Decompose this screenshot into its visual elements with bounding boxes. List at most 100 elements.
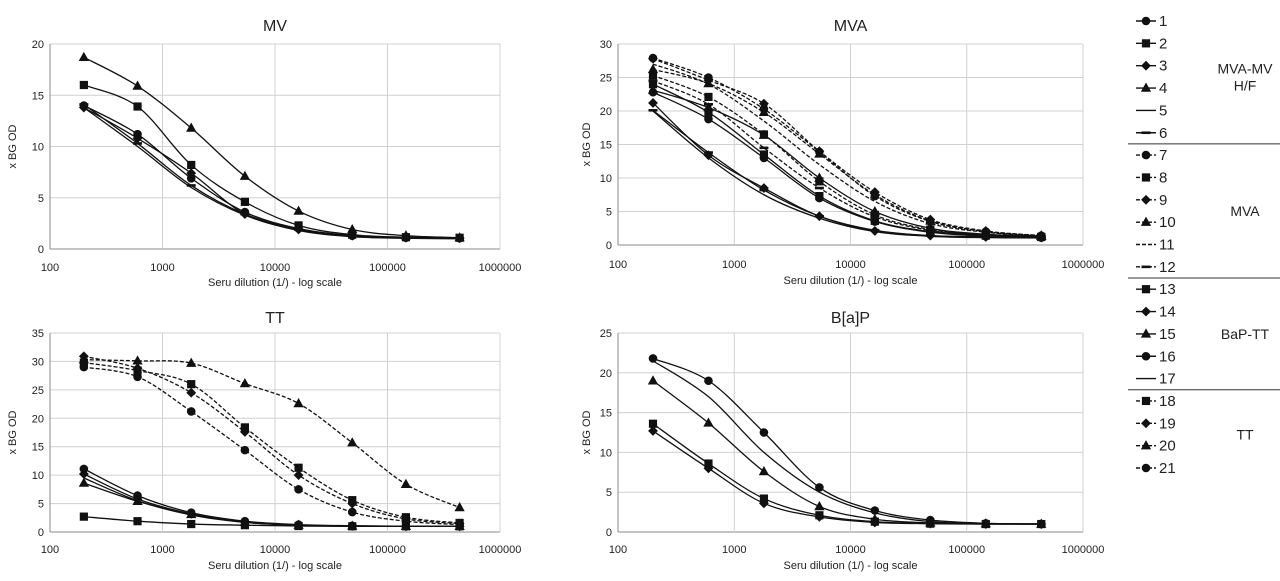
legend-item-1: 1 [1136, 13, 1167, 30]
legend-label: 1 [1159, 13, 1167, 30]
legend-group-label: MVA-MV [1218, 60, 1274, 76]
y-tick-label: 0 [38, 527, 44, 539]
legend-item-20: 20 [1136, 438, 1176, 455]
series-line-6 [652, 109, 1042, 239]
legend-item-8: 8 [1136, 169, 1167, 186]
x-tick-label: 1000 [150, 262, 174, 274]
y-tick-label: 5 [38, 499, 44, 511]
data-point [293, 205, 304, 215]
data-point [186, 168, 197, 179]
series-line-5 [652, 110, 1042, 239]
data-point [870, 210, 879, 219]
x-tick-label: 100 [609, 259, 627, 271]
series-line-9 [652, 58, 1042, 237]
x-tick-label: 1000 [722, 259, 746, 271]
x-tick-label: 1000000 [479, 544, 522, 556]
data-point [240, 516, 250, 526]
data-point [400, 478, 412, 488]
chart-panel-3: 0 5 10 15 20 25 30 35 100 1000 10000 100000 1000000 T… [7, 310, 521, 572]
chart-panel-2: 0 5 10 15 20 25 30 100 1000 10000 100000 1000000 MVA… [581, 18, 1104, 287]
series-line-13 [652, 423, 1042, 525]
data-point [759, 428, 769, 437]
data-point [814, 148, 825, 158]
legend-marker [1141, 463, 1151, 473]
data-point [347, 507, 357, 517]
legend-label: 2 [1159, 35, 1167, 52]
series-11 [652, 63, 1042, 237]
data-point [815, 191, 824, 201]
data-point [815, 483, 824, 492]
y-tick-label: 10 [600, 447, 612, 459]
data-point [79, 362, 89, 372]
data-point [815, 177, 824, 186]
series-line-2 [652, 83, 1042, 238]
y-tick-label: 0 [606, 527, 612, 539]
x-tick-label: 10000 [260, 544, 291, 556]
legend-marker [1141, 194, 1151, 205]
series-line-3 [83, 106, 460, 239]
data-point [648, 354, 658, 363]
series-17 [652, 360, 1042, 525]
x-tick-label: 1000 [722, 544, 746, 556]
x-tick-label: 1000000 [1062, 544, 1105, 556]
y-tick-label: 25 [600, 328, 612, 340]
y-tick-label: 20 [600, 106, 612, 118]
data-point [869, 189, 881, 199]
y-tick-label: 20 [32, 39, 44, 51]
series-line-21 [83, 366, 460, 526]
legend-group-label: TT [1236, 426, 1254, 442]
chart-title: MV [263, 18, 287, 35]
data-point [703, 463, 714, 474]
data-point [347, 223, 358, 234]
x-tick-label: 100000 [948, 544, 985, 556]
data-point [133, 372, 142, 382]
data-point [648, 53, 658, 64]
y-tick-label: 10 [32, 470, 44, 482]
data-point [78, 477, 90, 487]
legend-label: 4 [1159, 80, 1167, 97]
y-tick-label: 15 [600, 408, 612, 420]
legend-group-label: BaP-TT [1221, 326, 1270, 342]
series-5 [83, 107, 460, 240]
legend-item-16: 16 [1136, 348, 1176, 365]
legend-marker [1140, 82, 1152, 92]
y-tick-label: 15 [32, 442, 44, 454]
data-point [758, 465, 770, 476]
series-line-17 [652, 360, 1042, 525]
legend-item-18: 18 [1136, 393, 1176, 410]
x-tick-label: 10000 [260, 262, 291, 274]
legend-label: 21 [1159, 460, 1176, 477]
legend-label: 15 [1159, 326, 1176, 343]
x-axis-label: Seru dilution (1/) - log scale [784, 560, 918, 572]
data-point [187, 519, 196, 529]
legend-item-10: 10 [1136, 214, 1176, 231]
y-tick-label: 5 [38, 193, 44, 205]
data-point [239, 427, 250, 437]
legend-marker [1141, 39, 1151, 48]
data-point [926, 515, 935, 525]
legend-label: 8 [1159, 169, 1167, 186]
chart-title: B[a]P [831, 310, 870, 327]
series-12 [648, 79, 1046, 239]
chart-title: TT [265, 310, 285, 327]
data-point [133, 491, 142, 500]
x-axis-label: Seru dilution (1/) - log scale [208, 560, 342, 572]
series-5 [652, 110, 1042, 239]
data-point [132, 355, 143, 365]
legend-marker [1141, 418, 1151, 429]
legend-item-11: 11 [1136, 237, 1175, 254]
legend-label: 12 [1159, 259, 1176, 276]
data-point [293, 470, 304, 481]
chart-title: MVA [834, 18, 868, 35]
x-axis-label: Seru dilution (1/) - log scale [208, 277, 342, 289]
data-point [239, 170, 251, 180]
x-tick-label: 1000 [150, 544, 174, 556]
data-point [133, 102, 142, 111]
series-line-10 [652, 68, 1042, 237]
x-tick-label: 10000 [835, 259, 866, 271]
chart-panel-4: 0 5 10 15 20 25 100 1000 10000 100000 1000000 B[a]P… [581, 310, 1104, 572]
y-tick-label: 15 [32, 90, 44, 102]
legend-item-6: 6 [1136, 125, 1167, 142]
data-point [703, 417, 714, 427]
